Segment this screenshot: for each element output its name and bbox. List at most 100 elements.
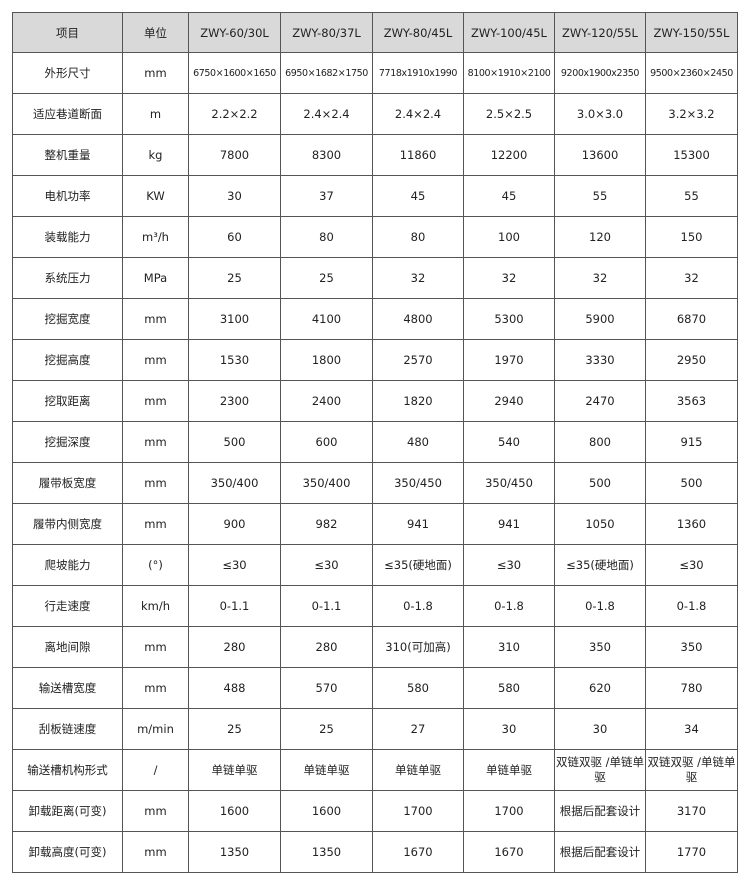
value-cell: 15300 <box>645 134 738 176</box>
value-cell: 941 <box>463 503 555 545</box>
table-row: 履带内侧宽度 mm 900 982 941 941 1050 1360 <box>12 503 738 545</box>
unit-cell: kg <box>122 134 189 176</box>
value-cell: 800 <box>554 421 646 463</box>
value-cell: 350/450 <box>372 462 464 504</box>
unit-cell: mm <box>122 503 189 545</box>
value-cell: 915 <box>645 421 738 463</box>
value-cell: 8100×1910×2100 <box>463 52 555 94</box>
value-cell: 双链双驱 /单链单驱 <box>645 749 738 791</box>
unit-cell: KW <box>122 175 189 217</box>
table-row: 输送槽宽度 mm 488 570 580 580 620 780 <box>12 667 738 709</box>
row-label: 装载能力 <box>12 216 123 258</box>
unit-cell: mm <box>122 667 189 709</box>
value-cell: 1670 <box>463 831 555 873</box>
value-cell: 2950 <box>645 339 738 381</box>
value-cell: 0-1.8 <box>463 585 555 627</box>
value-cell: 1530 <box>188 339 281 381</box>
value-cell: 0-1.8 <box>554 585 646 627</box>
value-cell: 25 <box>280 257 373 299</box>
header-row: 项目 单位 ZWY-60/30L ZWY-80/37L ZWY-80/45L ZWY-10… <box>12 12 738 53</box>
value-cell: 350/400 <box>280 462 373 504</box>
table-row: 挖掘深度 mm 500 600 480 540 800 915 <box>12 421 738 463</box>
value-cell: 25 <box>188 708 281 750</box>
value-cell: 3.0×3.0 <box>554 93 646 135</box>
column-header: 项目 <box>12 12 123 53</box>
unit-cell: MPa <box>122 257 189 299</box>
value-cell: 1600 <box>188 790 281 832</box>
value-cell: 982 <box>280 503 373 545</box>
value-cell: 580 <box>372 667 464 709</box>
value-cell: 双链双驱 /单链单驱 <box>554 749 646 791</box>
value-cell: 310 <box>463 626 555 668</box>
value-cell: 32 <box>463 257 555 299</box>
table-row: 刮板链速度 m/min 25 25 27 30 30 34 <box>12 708 738 750</box>
value-cell: 32 <box>645 257 738 299</box>
value-cell: 45 <box>463 175 555 217</box>
value-cell: 350 <box>645 626 738 668</box>
row-label: 履带板宽度 <box>12 462 123 504</box>
value-cell: 根据后配套设计 <box>554 790 646 832</box>
value-cell: 120 <box>554 216 646 258</box>
unit-cell: mm <box>122 831 189 873</box>
row-label: 外形尺寸 <box>12 52 123 94</box>
value-cell: 620 <box>554 667 646 709</box>
value-cell: 45 <box>372 175 464 217</box>
value-cell: 2570 <box>372 339 464 381</box>
value-cell: 570 <box>280 667 373 709</box>
table-row: 挖取距离 mm 2300 2400 1820 2940 2470 3563 <box>12 380 738 422</box>
value-cell: 1360 <box>645 503 738 545</box>
value-cell: 27 <box>372 708 464 750</box>
column-header: ZWY-80/37L <box>280 12 373 53</box>
table-row: 输送槽机构形式 / 单链单驱 单链单驱 单链单驱 单链单驱 双链双驱 /单链单驱 双链双驱 /… <box>12 749 738 791</box>
value-cell: 单链单驱 <box>372 749 464 791</box>
value-cell: 350/400 <box>188 462 281 504</box>
row-label: 电机功率 <box>12 175 123 217</box>
value-cell: 780 <box>645 667 738 709</box>
table-row: 爬坡能力 (°) ≤30 ≤30 ≤35(硬地面) ≤30 ≤35(硬地面) ≤30 <box>12 544 738 586</box>
value-cell: 32 <box>372 257 464 299</box>
table-row: 卸载高度(可变) mm 1350 1350 1670 1670 根据后配套设计 1770 <box>12 831 738 873</box>
value-cell: 1970 <box>463 339 555 381</box>
value-cell: 30 <box>554 708 646 750</box>
row-label: 输送槽宽度 <box>12 667 123 709</box>
value-cell: 100 <box>463 216 555 258</box>
value-cell: 32 <box>554 257 646 299</box>
value-cell: 1050 <box>554 503 646 545</box>
row-label: 适应巷道断面 <box>12 93 123 135</box>
row-label: 挖取距离 <box>12 380 123 422</box>
column-header: ZWY-120/55L <box>554 12 646 53</box>
value-cell: 941 <box>372 503 464 545</box>
row-label: 挖掘高度 <box>12 339 123 381</box>
value-cell: 单链单驱 <box>463 749 555 791</box>
value-cell: 1700 <box>372 790 464 832</box>
row-label: 卸载距离(可变) <box>12 790 123 832</box>
value-cell: 1350 <box>280 831 373 873</box>
value-cell: 2940 <box>463 380 555 422</box>
value-cell: 900 <box>188 503 281 545</box>
value-cell: 12200 <box>463 134 555 176</box>
value-cell: ≤35(硬地面) <box>554 544 646 586</box>
value-cell: 2300 <box>188 380 281 422</box>
column-header: ZWY-60/30L <box>188 12 281 53</box>
value-cell: 0-1.8 <box>645 585 738 627</box>
table-row: 电机功率 KW 30 37 45 45 55 55 <box>12 175 738 217</box>
value-cell: 9500×2360×2450 <box>645 52 738 94</box>
column-header: ZWY-150/55L <box>645 12 738 53</box>
value-cell: 9200x1900x2350 <box>554 52 646 94</box>
row-label: 输送槽机构形式 <box>12 749 123 791</box>
unit-cell: mm <box>122 380 189 422</box>
value-cell: 4100 <box>280 298 373 340</box>
table-row: 整机重量 kg 7800 8300 11860 12200 13600 15300 <box>12 134 738 176</box>
value-cell: 1770 <box>645 831 738 873</box>
row-label: 挖掘深度 <box>12 421 123 463</box>
unit-cell: (°) <box>122 544 189 586</box>
value-cell: 1700 <box>463 790 555 832</box>
value-cell: 2.5×2.5 <box>463 93 555 135</box>
value-cell: 500 <box>188 421 281 463</box>
value-cell: 480 <box>372 421 464 463</box>
unit-cell: mm <box>122 790 189 832</box>
row-label: 离地间隙 <box>12 626 123 668</box>
row-label: 履带内侧宽度 <box>12 503 123 545</box>
table-row: 卸载距离(可变) mm 1600 1600 1700 1700 根据后配套设计 3170 <box>12 790 738 832</box>
value-cell: 4800 <box>372 298 464 340</box>
